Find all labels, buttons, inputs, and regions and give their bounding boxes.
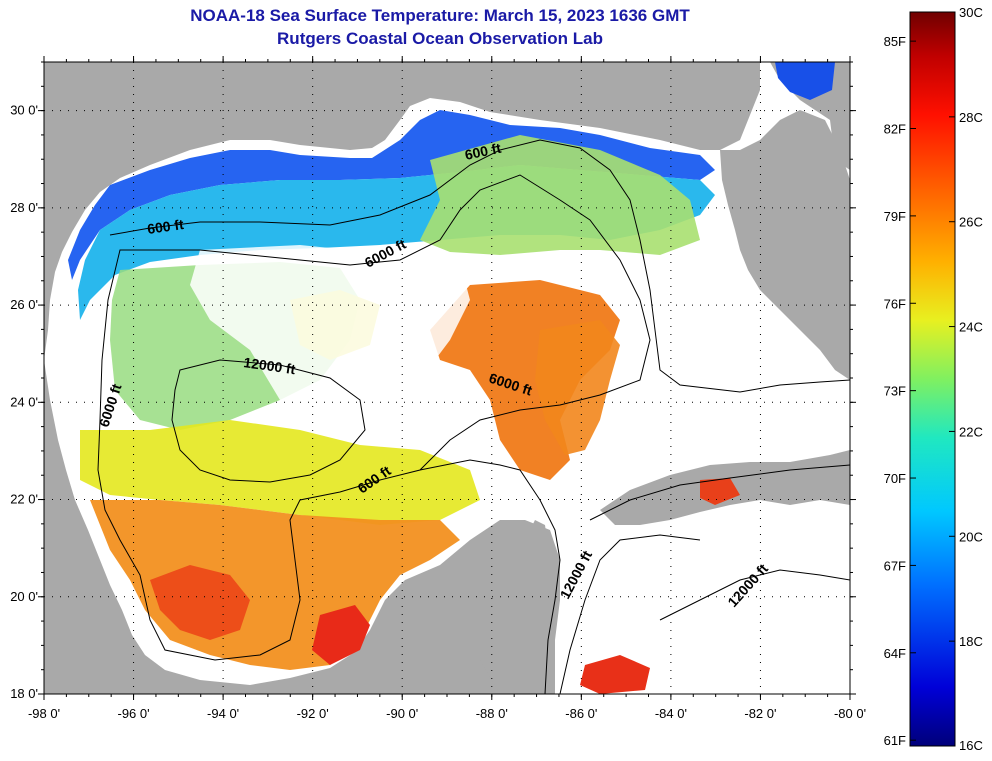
- contour-12000ft: [171, 359, 366, 483]
- longitude-labels: -98 0' -96 0' -94 0' -92 0' -90 0' -88 0' -86 …: [28, 706, 866, 721]
- map-subtitle: Rutgers Coastal Ocean Observation Lab: [277, 29, 603, 48]
- colorbar-label-f: 79F: [884, 209, 906, 224]
- colorbar-label-c: 24C: [959, 320, 983, 335]
- colorbar-celsius-labels: 30C 28C 26C 24C 22C 20C 18C 16C: [959, 5, 983, 753]
- sst-blue-se: [775, 62, 835, 100]
- lat-tick-label: 18 0': [10, 686, 38, 701]
- lon-tick-label: -82 0': [744, 706, 776, 721]
- sst-red-cuba: [700, 478, 740, 505]
- colorbar-label-c: 18C: [959, 634, 983, 649]
- lon-tick-label: -92 0': [297, 706, 329, 721]
- colorbar-fahrenheit-labels: 85F 82F 79F 76F 73F 70F 67F 64F 61F: [884, 34, 906, 748]
- colorbar-label-c: 16C: [959, 738, 983, 753]
- land-yucatan: [440, 520, 560, 694]
- colorbar-label-c: 30C: [959, 5, 983, 20]
- axis-ticks: [38, 56, 856, 700]
- contour-12000ft-caribbean-1: [559, 534, 701, 694]
- cloud-mass: [190, 245, 470, 440]
- colorbar-label-f: 64F: [884, 646, 906, 661]
- lon-tick-label: -98 0': [28, 706, 60, 721]
- lon-tick-label: -80 0': [834, 706, 866, 721]
- colorbar-label-c: 26C: [959, 215, 983, 230]
- colorbar-label-c: 22C: [959, 424, 983, 439]
- sst-mild-east: [420, 135, 700, 255]
- contour-600ft-yucatan: [419, 459, 561, 694]
- sst-orange-loop-2: [535, 320, 620, 455]
- colorbar-label-f: 85F: [884, 34, 906, 49]
- lat-tick-label: 28 0': [10, 200, 38, 215]
- land-florida: [720, 110, 850, 380]
- sst-red-caribbean: [580, 655, 650, 694]
- sst-yellow-central: [80, 420, 480, 525]
- contour-label: 600 ft: [146, 216, 185, 237]
- colorbar-label-f: 67F: [884, 558, 906, 573]
- contour-label: 12000 ft: [243, 354, 297, 377]
- colorbar-label-f: 70F: [884, 471, 906, 486]
- contour-600ft-north: [109, 139, 850, 393]
- lat-tick-label: 26 0': [10, 297, 38, 312]
- colorbar-label-c: 20C: [959, 529, 983, 544]
- map-title: NOAA-18 Sea Surface Temperature: March 1…: [190, 6, 690, 25]
- lon-tick-label: -88 0': [476, 706, 508, 721]
- colorbar-label-c: 28C: [959, 110, 983, 125]
- contour-cuba-shelf: [589, 464, 850, 521]
- colorbar-label-f: 61F: [884, 733, 906, 748]
- lon-tick-label: -90 0': [386, 706, 418, 721]
- lat-tick-label: 24 0': [10, 394, 38, 409]
- land-north-america: [44, 62, 850, 360]
- colorbar-ticks: [910, 11, 955, 747]
- lat-tick-label: 22 0': [10, 492, 38, 507]
- lon-tick-label: -94 0': [207, 706, 239, 721]
- contour-label: 600 ft: [463, 140, 502, 163]
- bathymetry-contours: [97, 139, 850, 694]
- lon-tick-label: -96 0': [117, 706, 149, 721]
- colorbar-label-f: 73F: [884, 384, 906, 399]
- colorbar-label-f: 82F: [884, 122, 906, 137]
- colorbar: [909, 11, 956, 747]
- lat-tick-label: 30 0': [10, 103, 38, 118]
- lon-tick-label: -84 0': [655, 706, 687, 721]
- sst-red-campeche: [312, 605, 370, 665]
- land-mexico: [44, 360, 550, 694]
- lat-tick-label: 20 0': [10, 589, 38, 604]
- lon-tick-label: -86 0': [565, 706, 597, 721]
- latitude-labels: 30 0' 28 0' 26 0' 24 0' 22 0' 20 0' 18 0': [10, 103, 38, 701]
- contour-6000ft: [97, 174, 651, 661]
- colorbar-label-f: 76F: [884, 296, 906, 311]
- sst-red-south: [150, 565, 250, 640]
